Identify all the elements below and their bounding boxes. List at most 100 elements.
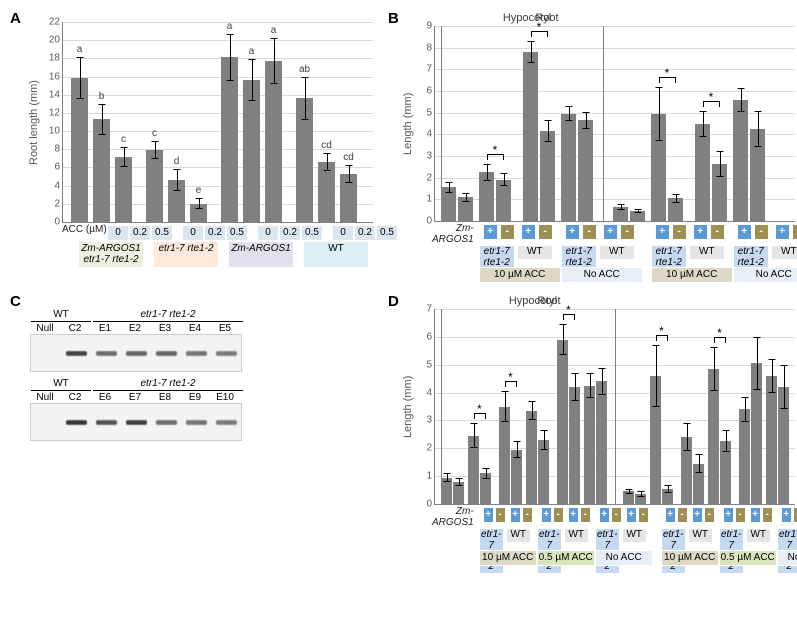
d-bar — [538, 440, 549, 504]
d-argos-cell: - — [553, 507, 564, 523]
a-ytick: 18 — [49, 53, 63, 64]
c-lane-group-mut: etr1-7 rte1-2 — [93, 378, 243, 391]
d-argos-cell: + — [750, 507, 761, 523]
c-gel-band — [186, 420, 207, 425]
b-ytick: 1 — [426, 194, 435, 205]
a-bar: a — [265, 61, 282, 222]
d-argos-cell: + — [626, 507, 637, 523]
d-bar — [662, 489, 673, 504]
c-gel-band — [126, 351, 147, 356]
a-ytick: 6 — [54, 162, 63, 173]
a-genotype-cell: etr1-7 rte1-2 — [153, 241, 219, 268]
d-genotype-cell: WT — [506, 528, 531, 543]
d-argos-cell: + — [541, 507, 552, 523]
d-argos-cell: + — [510, 507, 521, 523]
a-acc-row-label: ACC (µM) — [62, 225, 107, 241]
b-yaxis-label: Length (mm) — [400, 26, 414, 222]
d-bar — [766, 376, 777, 504]
c-lane-name: E3 — [150, 323, 180, 334]
d-bar — [569, 387, 580, 504]
a-bar: c — [146, 150, 163, 222]
c-lane-group-wt: WT — [31, 309, 91, 322]
d-argos-cell: - — [611, 507, 622, 523]
d-argos-cell: - — [677, 507, 688, 523]
c-lane-group-wt: WT — [31, 378, 91, 391]
c-lane-name: E6 — [90, 392, 120, 403]
b-bar — [479, 172, 494, 221]
d-argos-cell: - — [735, 507, 746, 523]
d-yaxis-label: Length (mm) — [400, 309, 414, 505]
d-bar — [441, 478, 452, 504]
a-sig-letter: a — [77, 44, 83, 55]
d-bar — [468, 436, 479, 504]
d-argos-cell: - — [638, 507, 649, 523]
b-ytick: 5 — [426, 107, 435, 118]
d-argos-cell: - — [495, 507, 506, 523]
b-acc-cell: No ACC — [733, 267, 797, 283]
b-genotype-cell: WT — [689, 245, 725, 260]
c-lane-name: E10 — [210, 392, 240, 403]
d-ytick: 4 — [426, 387, 435, 398]
a-chart: 0246810121416182022abccdeaaaabcdcd — [62, 22, 373, 223]
a-bar: c — [115, 157, 132, 222]
c-gel-band — [66, 420, 87, 425]
b-ytick: 2 — [426, 172, 435, 183]
b-bar — [651, 114, 666, 221]
a-ytick: 22 — [49, 17, 63, 28]
c-gel-band — [126, 420, 147, 425]
b-argos-cell: - — [792, 224, 797, 240]
a-ytick: 2 — [54, 198, 63, 209]
panel-d-label: D — [388, 293, 399, 310]
a-acc-cell: 0.2 — [354, 225, 376, 241]
b-acc-cell: 10 µM ACC — [651, 267, 733, 283]
c-lane-name: C2 — [60, 392, 90, 403]
a-acc-cell: 0 — [182, 225, 204, 241]
a-bar: ab — [296, 98, 313, 222]
d-bar — [557, 340, 568, 504]
d-bar — [650, 376, 661, 504]
a-ytick: 0 — [54, 217, 63, 228]
b-bar — [441, 187, 456, 221]
b-ytick: 4 — [426, 129, 435, 140]
b-argos-cell: + — [693, 224, 708, 240]
b-ytick: 9 — [426, 21, 435, 32]
a-bar: e — [190, 204, 207, 222]
d-argos-cell: + — [568, 507, 579, 523]
a-bar: b — [93, 119, 110, 222]
a-acc-cell: 0.2 — [204, 225, 226, 241]
d-argos-row-label: Zm-ARGOS1 — [432, 507, 477, 528]
a-bar: a — [221, 57, 238, 222]
c-lane-name: Null — [30, 392, 60, 403]
b-argos-cell: + — [775, 224, 790, 240]
a-bar: d — [168, 180, 185, 222]
b-argos-cell: - — [710, 224, 725, 240]
a-acc-cell: 0.2 — [129, 225, 151, 241]
b-bar — [561, 114, 576, 221]
d-ytick: 0 — [426, 499, 435, 510]
b-argos-cell: + — [521, 224, 536, 240]
c-gel-band — [156, 351, 177, 356]
b-bar — [578, 120, 593, 221]
a-sig-letter: c — [152, 128, 157, 139]
a-acc-cell: 0 — [107, 225, 129, 241]
panel-a: A Root length (mm)0246810121416182022abc… — [8, 8, 378, 281]
a-sig-letter: cd — [321, 140, 332, 151]
c-gel-band — [96, 351, 117, 356]
panel-a-label: A — [10, 10, 21, 27]
b-ytick: 6 — [426, 86, 435, 97]
b-argos-cell: + — [483, 224, 498, 240]
c-gel-band — [156, 420, 177, 425]
a-ytick: 16 — [49, 71, 63, 82]
d-bar — [693, 464, 704, 504]
a-ytick: 8 — [54, 144, 63, 155]
b-bar — [750, 129, 765, 221]
a-acc-cell: 0.5 — [226, 225, 248, 241]
d-argos-cell: + — [723, 507, 734, 523]
a-sig-letter: a — [271, 25, 277, 36]
c-lane-name: E4 — [180, 323, 210, 334]
c-gel-band — [216, 351, 237, 356]
b-argos-row-label: Zm-ARGOS1 — [432, 224, 477, 245]
b-argos-cell: - — [754, 224, 769, 240]
d-acc-cell: 10 µM ACC — [661, 550, 719, 566]
b-bar — [458, 197, 473, 221]
